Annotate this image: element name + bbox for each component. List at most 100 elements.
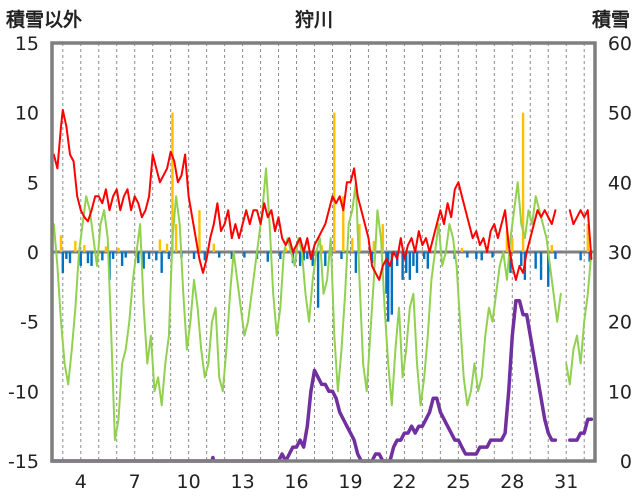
orange-bar-8 bbox=[174, 224, 178, 252]
plot-frame bbox=[50, 41, 597, 463]
blue-bar-20 bbox=[218, 252, 221, 258]
orange-bar-0 bbox=[59, 235, 63, 252]
right-ticks: 60 50 40 30 20 10 0 bbox=[608, 33, 632, 473]
blue-bar-6 bbox=[101, 252, 104, 261]
left-tick-label: -15 bbox=[8, 451, 39, 473]
blue-bar-22 bbox=[243, 252, 246, 258]
purple-series-line-0 bbox=[50, 299, 558, 463]
left-tick-label: 0 bbox=[27, 242, 39, 264]
blue-bar-55 bbox=[534, 252, 537, 269]
x-tick-label: 25 bbox=[446, 471, 470, 493]
blue-bar-46 bbox=[426, 252, 429, 269]
x-tick-label: 16 bbox=[284, 471, 308, 493]
chart-title: 狩川 bbox=[295, 8, 333, 31]
right-tick-label: 60 bbox=[608, 33, 632, 55]
blue-bar-12 bbox=[142, 252, 145, 269]
blue-bar-32 bbox=[324, 252, 327, 266]
orange-bar-5 bbox=[158, 239, 162, 252]
blue-bar-14 bbox=[155, 252, 158, 261]
red-series-line-0 bbox=[52, 108, 557, 281]
orange-bar-6 bbox=[165, 243, 169, 252]
blue-bar-51 bbox=[491, 252, 494, 258]
blue-bar-1 bbox=[65, 252, 68, 259]
orange-bar-10 bbox=[212, 243, 216, 252]
blue-bar-56 bbox=[539, 252, 543, 280]
blue-bar-19 bbox=[203, 252, 207, 261]
blue-bar-33 bbox=[340, 252, 343, 259]
green-series-line-0 bbox=[52, 167, 562, 442]
blue-bar-43 bbox=[412, 252, 415, 266]
blue-bar-34 bbox=[354, 252, 358, 273]
blue-bar-57 bbox=[547, 252, 550, 287]
blue-bar-50 bbox=[480, 252, 483, 261]
blue-bar-18 bbox=[192, 252, 196, 259]
orange-bar-23 bbox=[550, 245, 554, 252]
blue-bar-36 bbox=[385, 252, 388, 294]
x-tick-label: 28 bbox=[500, 471, 524, 493]
blue-bar-53 bbox=[520, 252, 523, 266]
x-tick-label: 10 bbox=[177, 471, 201, 493]
blue-bar-59 bbox=[579, 252, 582, 261]
blue-bar-15 bbox=[160, 252, 163, 273]
right-axis-label: 積雪 bbox=[592, 8, 630, 31]
orange-bar-12 bbox=[320, 245, 323, 252]
orange-bar-4 bbox=[117, 247, 120, 252]
red-series-line-1 bbox=[568, 209, 593, 260]
blue-bar-11 bbox=[137, 252, 140, 264]
orange-bar-15 bbox=[351, 238, 354, 252]
blue-bar-35 bbox=[370, 252, 374, 264]
x-tick-label: 7 bbox=[129, 471, 141, 493]
x-tick-label: 13 bbox=[230, 471, 254, 493]
orange-bar-21 bbox=[511, 238, 514, 252]
orange-bar-24 bbox=[586, 224, 590, 252]
blue-bar-40 bbox=[401, 252, 404, 280]
left-tick-label: -5 bbox=[20, 312, 39, 334]
blue-bar-49 bbox=[475, 252, 478, 259]
orange-bar-1 bbox=[74, 240, 77, 252]
blue-bar-3 bbox=[79, 252, 82, 266]
blue-bar-29 bbox=[306, 252, 309, 259]
blue-bar-5 bbox=[90, 252, 93, 266]
blue-bar-38 bbox=[390, 252, 394, 315]
blue-bar-13 bbox=[147, 252, 151, 259]
orange-bar-13 bbox=[333, 112, 336, 253]
blue-bar-10 bbox=[124, 252, 127, 258]
right-tick-label: 30 bbox=[608, 242, 632, 264]
blue-bar-45 bbox=[422, 252, 426, 259]
left-tick-label: 5 bbox=[27, 172, 39, 194]
left-tick-label: 15 bbox=[15, 33, 39, 55]
blue-bar-30 bbox=[311, 252, 314, 266]
x-ticks: 4 7 10 13 16 19 22 25 28 31 bbox=[75, 471, 579, 493]
blue-bar-58 bbox=[554, 252, 557, 259]
blue-bar-21 bbox=[230, 252, 234, 259]
blue-bar-25 bbox=[279, 252, 282, 259]
orange-bar-2 bbox=[83, 245, 86, 252]
orange-bar-19 bbox=[460, 247, 464, 252]
blue-bar-52 bbox=[509, 252, 512, 273]
right-tick-label: 10 bbox=[608, 381, 632, 403]
x-tick-label: 4 bbox=[75, 471, 87, 493]
blue-bar-27 bbox=[298, 252, 302, 266]
blue-bar-9 bbox=[120, 252, 124, 266]
orange-bar-7 bbox=[171, 112, 174, 253]
blue-bar-2 bbox=[68, 252, 72, 264]
right-tick-label: 50 bbox=[608, 103, 632, 125]
blue-bar-28 bbox=[302, 252, 305, 261]
orange-bar-20 bbox=[505, 231, 509, 252]
blue-bar-4 bbox=[86, 252, 90, 264]
left-tick-label: -10 bbox=[8, 381, 39, 403]
purple-series-line-1 bbox=[568, 417, 594, 442]
orange-bar-16 bbox=[358, 224, 361, 252]
blue-bar-37 bbox=[387, 252, 390, 322]
x-tick-label: 19 bbox=[338, 471, 362, 493]
orange-bar-11 bbox=[284, 247, 287, 252]
orange-bar-14 bbox=[342, 196, 345, 252]
left-axis-label: 積雪以外 bbox=[6, 8, 82, 31]
orange-bar-17 bbox=[372, 240, 376, 252]
blue-bar-42 bbox=[408, 252, 412, 280]
blue-bar-16 bbox=[167, 252, 171, 259]
lines-layer bbox=[50, 108, 594, 463]
blue-bar-0 bbox=[61, 252, 64, 273]
x-tick-label: 22 bbox=[392, 471, 416, 493]
